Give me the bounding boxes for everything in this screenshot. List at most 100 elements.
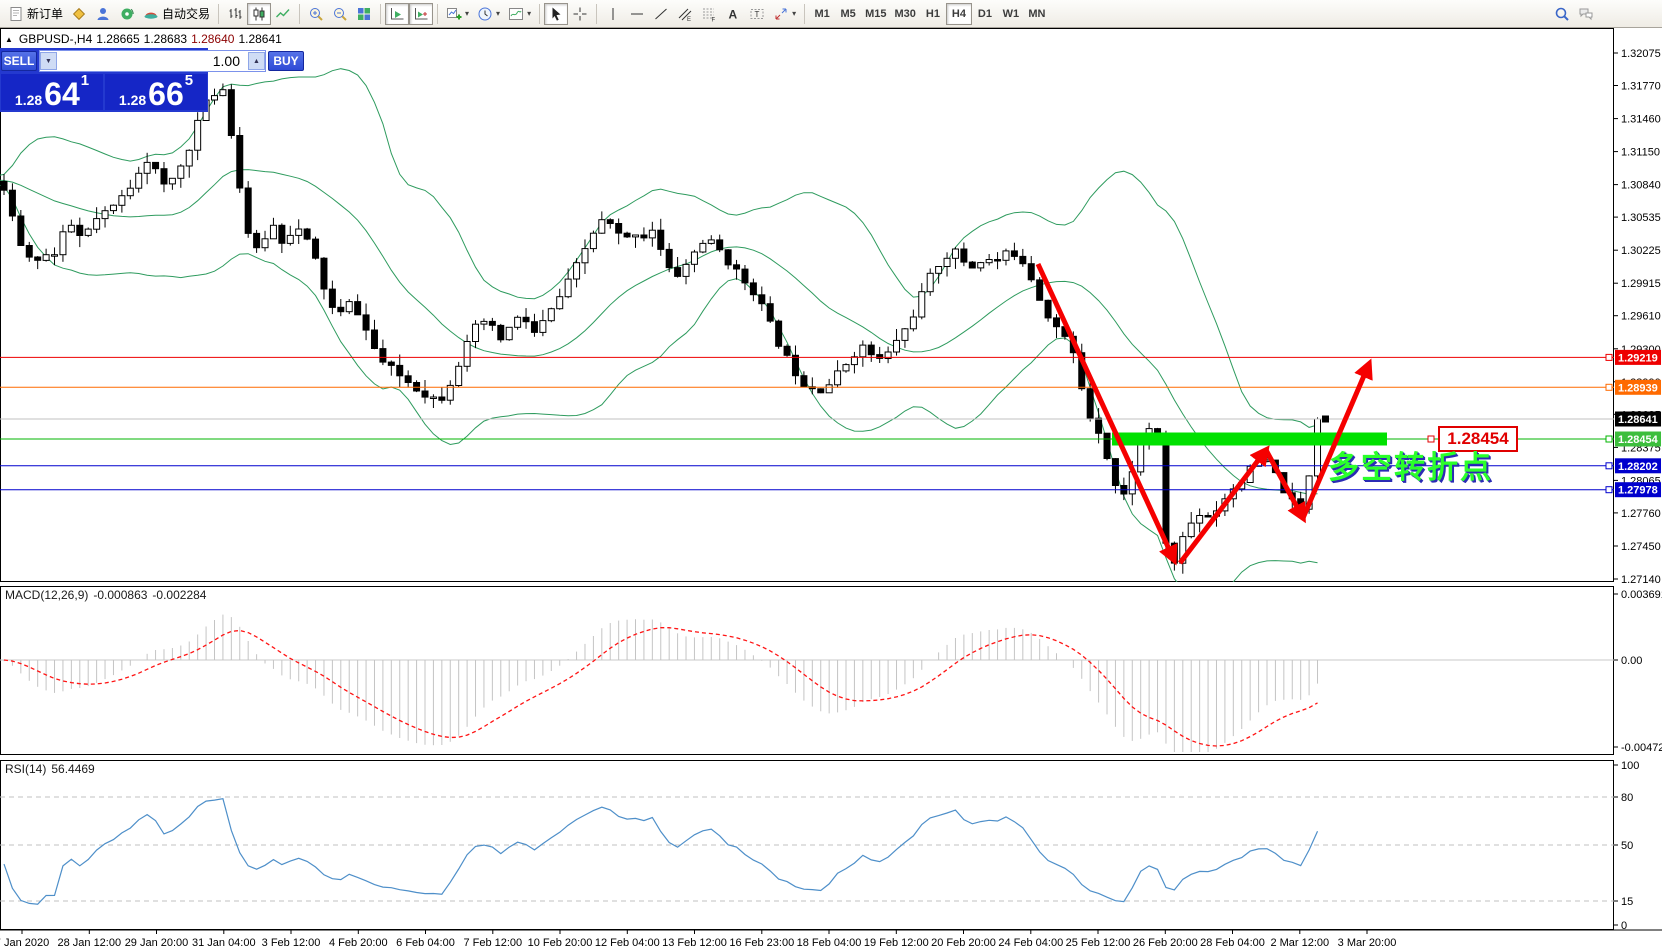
- time-axis[interactable]: 7 Jan 2020 28 Jan 12:00 29 Jan 20:00 31 Jan…: [0, 929, 1662, 949]
- timeframe-h1-button[interactable]: H1: [920, 3, 946, 25]
- timeframe-m5-button[interactable]: M5: [835, 3, 861, 25]
- chat-icon: [1578, 6, 1594, 22]
- ohlc-close: 1.28641: [238, 32, 282, 46]
- svg-text:0: 0: [1621, 920, 1627, 932]
- svg-text:1.28454: 1.28454: [1618, 434, 1659, 446]
- fibonacci-button[interactable]: F: [697, 3, 721, 25]
- sell-button[interactable]: SELL: [1, 51, 37, 71]
- chevron-down-icon: ▾: [527, 9, 532, 18]
- buy-price[interactable]: 1.28 66 5: [105, 73, 207, 110]
- toolbar-separator: [218, 3, 220, 24]
- svg-text:2 Mar 12:00: 2 Mar 12:00: [1270, 937, 1329, 949]
- chat-button[interactable]: [1574, 3, 1598, 25]
- trendline-button[interactable]: [649, 3, 673, 25]
- rsi-line: [3, 798, 1319, 905]
- main-toolbar: 新订单 自动交易 ▾ ▾ ▾ E F A T ▾ M1 M5 M15 M30 H1 H4 D1 W1 MN: [0, 0, 1662, 28]
- collapse-panel-icon[interactable]: ▲: [5, 35, 13, 44]
- navigator-button[interactable]: [115, 3, 139, 25]
- bar-chart-button[interactable]: [223, 3, 247, 25]
- last-close-marker: [1322, 415, 1329, 423]
- ohlc-low: 1.28640: [191, 32, 235, 46]
- data-window-button[interactable]: [91, 3, 115, 25]
- chevron-down-icon: ▾: [792, 9, 797, 18]
- cursor-button[interactable]: [544, 2, 569, 25]
- svg-text:3 Feb 12:00: 3 Feb 12:00: [262, 937, 321, 949]
- trend-arrows[interactable]: [1035, 262, 1373, 566]
- volume-increase-button[interactable]: ▲: [248, 52, 265, 70]
- zoom-in-icon: [308, 6, 324, 22]
- svg-text:0.003691: 0.003691: [1621, 589, 1662, 601]
- svg-text:1.27140: 1.27140: [1621, 574, 1661, 586]
- timeframe-m30-button[interactable]: M30: [891, 3, 920, 25]
- vline-button[interactable]: [601, 3, 625, 25]
- tile-icon: [356, 6, 372, 22]
- ohlc-open: 1.28665: [96, 32, 140, 46]
- chart-shift-button[interactable]: [409, 2, 434, 25]
- timeframe-h4-button[interactable]: H4: [945, 2, 972, 25]
- volume-input[interactable]: [57, 52, 248, 70]
- turning-point-annotation[interactable]: 多空转折点: [1328, 450, 1493, 485]
- candle-chart-button[interactable]: [247, 2, 272, 25]
- crosshair-button[interactable]: [568, 3, 592, 25]
- line-chart-button[interactable]: [271, 3, 295, 25]
- svg-text:1.27978: 1.27978: [1618, 485, 1658, 497]
- toolbar-separator: [299, 3, 301, 24]
- svg-text:18 Feb 04:00: 18 Feb 04:00: [797, 937, 862, 949]
- chart-canvas[interactable]: 1.32075 1.31770 1.31460 1.31150 1.30840 1.305…: [0, 28, 1662, 951]
- market-watch-button[interactable]: [67, 3, 91, 25]
- periods-button[interactable]: ▾: [473, 3, 504, 25]
- templates-button[interactable]: ▾: [504, 3, 535, 25]
- hline-button[interactable]: [625, 3, 649, 25]
- timeframe-m1-button[interactable]: M1: [809, 3, 835, 25]
- svg-text:50: 50: [1621, 840, 1633, 852]
- zoom-out-button[interactable]: [328, 3, 352, 25]
- buy-button[interactable]: BUY: [268, 51, 304, 71]
- timeframe-d1-button[interactable]: D1: [972, 3, 998, 25]
- autoscroll-icon: [389, 6, 405, 22]
- search-button[interactable]: [1550, 3, 1574, 25]
- timeframe-m15-button[interactable]: M15: [861, 3, 890, 25]
- bollinger-upper: [0, 68, 1318, 428]
- sell-price[interactable]: 1.28 64 1: [1, 73, 103, 110]
- crosshair-icon: [572, 6, 588, 22]
- bars-icon: [227, 6, 243, 22]
- support-zone-bar[interactable]: [1112, 432, 1387, 446]
- auto-scroll-button[interactable]: [385, 2, 410, 25]
- timeframe-w1-button[interactable]: W1: [998, 3, 1024, 25]
- channel-icon: E: [677, 6, 693, 22]
- autotrading-button[interactable]: 自动交易: [139, 3, 214, 25]
- ohlc-high: 1.28683: [143, 32, 188, 46]
- toolbar-right-group: [1550, 3, 1598, 25]
- zoom-in-button[interactable]: [304, 3, 328, 25]
- toolbar-separator: [596, 3, 598, 24]
- new-order-icon: [8, 6, 24, 22]
- symbol-info-bar: ▲ GBPUSD-,H4 1.28665 1.28683 1.28640 1.28641: [5, 32, 286, 46]
- timeframe-mn-button[interactable]: MN: [1024, 3, 1050, 25]
- indicators-icon: [446, 6, 462, 22]
- price-label-box[interactable]: 1.28454: [1438, 426, 1518, 452]
- toolbar-separator: [380, 3, 382, 24]
- indicators-button[interactable]: ▾: [442, 3, 473, 25]
- new-order-button[interactable]: 新订单: [4, 3, 67, 25]
- toolbar-separator: [804, 3, 806, 24]
- clock-icon: [477, 6, 493, 22]
- channel-button[interactable]: E: [673, 3, 697, 25]
- arrows-button[interactable]: ▾: [769, 3, 800, 25]
- svg-text:1.30535: 1.30535: [1621, 212, 1661, 224]
- tile-windows-button[interactable]: [352, 3, 376, 25]
- svg-text:F: F: [712, 17, 716, 22]
- price-axis[interactable]: 1.32075 1.31770 1.31460 1.31150 1.30840 1.305…: [1614, 48, 1662, 932]
- toolbar-separator: [437, 3, 439, 24]
- macd-indicator-label: MACD(12,26,9) -0.000863 -0.002284: [5, 588, 207, 602]
- label-button[interactable]: T: [745, 3, 769, 25]
- volume-decrease-button[interactable]: ▼: [40, 52, 57, 70]
- macd-plot: [0, 614, 1614, 752]
- svg-text:28 Feb 04:00: 28 Feb 04:00: [1200, 937, 1265, 949]
- svg-text:0.00: 0.00: [1621, 655, 1642, 667]
- svg-text:19 Feb 12:00: 19 Feb 12:00: [864, 937, 929, 949]
- new-order-button-label: 新订单: [27, 7, 64, 21]
- svg-text:E: E: [687, 17, 691, 22]
- text-button[interactable]: A: [721, 3, 745, 25]
- hline-icon: [629, 6, 645, 22]
- svg-text:10 Feb 20:00: 10 Feb 20:00: [528, 937, 593, 949]
